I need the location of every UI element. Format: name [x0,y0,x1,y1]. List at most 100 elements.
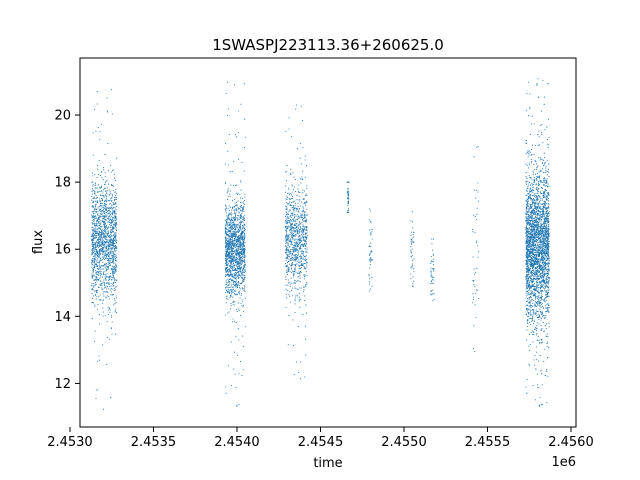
data-point [238,275,239,276]
data-point [285,266,286,267]
data-point [109,224,110,225]
data-point [292,244,293,245]
data-point [307,262,308,263]
data-point [305,354,306,355]
data-point [97,361,98,362]
data-point [227,270,228,271]
data-point [108,230,109,231]
data-point [106,276,107,277]
data-point [233,231,234,232]
data-point [295,219,296,220]
data-point [298,218,299,219]
data-point [227,229,228,230]
data-point [299,235,300,236]
data-point [101,234,102,235]
data-point [99,234,100,235]
data-point [92,250,93,251]
data-point [300,242,301,243]
data-point [297,261,298,262]
data-point [244,235,245,236]
data-point [237,267,238,268]
data-point [105,188,106,189]
data-point [294,255,295,256]
data-point [111,279,112,280]
data-point [286,180,287,181]
data-point [411,242,412,243]
data-point [432,279,433,280]
data-point [235,215,236,216]
data-point [306,249,307,250]
data-point [103,282,104,283]
data-point [542,182,543,183]
data-point [100,203,101,204]
data-point [116,248,117,249]
data-point [93,207,94,208]
data-point [111,171,112,172]
data-point [240,227,241,228]
data-point [94,306,95,307]
data-point [290,169,291,170]
data-point [476,219,477,220]
data-point [433,277,434,278]
data-point [227,245,228,246]
data-point [109,246,110,247]
data-point [296,254,297,255]
data-point [92,202,93,203]
data-point [299,243,300,244]
data-point [91,236,92,237]
data-point [110,260,111,261]
data-point [431,239,432,240]
data-point [109,242,110,243]
data-point [235,286,236,287]
data-point [228,108,229,109]
data-point [229,238,230,239]
data-point [536,309,537,310]
data-point [106,198,107,199]
data-point [528,115,529,116]
data-point [297,214,298,215]
data-point [285,215,286,216]
data-point [244,256,245,257]
data-point [240,245,241,246]
data-point [109,284,110,285]
data-point [294,312,295,313]
data-point [94,266,95,267]
data-point [225,243,226,244]
data-point [299,238,300,239]
data-point [239,310,240,311]
data-point [244,170,245,171]
data-point [534,355,535,356]
data-point [113,275,114,276]
data-point [112,269,113,270]
data-point [241,295,242,296]
data-point [95,131,96,132]
data-point [243,251,244,252]
data-point [238,249,239,250]
data-point [100,268,101,269]
data-point [98,280,99,281]
data-point [92,220,93,221]
data-point [299,293,300,294]
data-point [287,262,288,263]
data-point [99,231,100,232]
data-point [97,220,98,221]
data-point [240,182,241,183]
data-point [230,230,231,231]
data-point [298,226,299,227]
data-point [478,146,479,147]
data-point [293,207,294,208]
data-point [93,223,94,224]
data-point [238,339,239,340]
data-point [294,273,295,274]
data-point [288,211,289,212]
data-point [548,200,549,201]
data-point [115,209,116,210]
data-point [237,218,238,219]
data-point [241,293,242,294]
data-point [233,222,234,223]
data-point [304,377,305,378]
data-point [112,274,113,275]
data-point [302,228,303,229]
data-point [305,233,306,234]
data-point [243,269,244,270]
